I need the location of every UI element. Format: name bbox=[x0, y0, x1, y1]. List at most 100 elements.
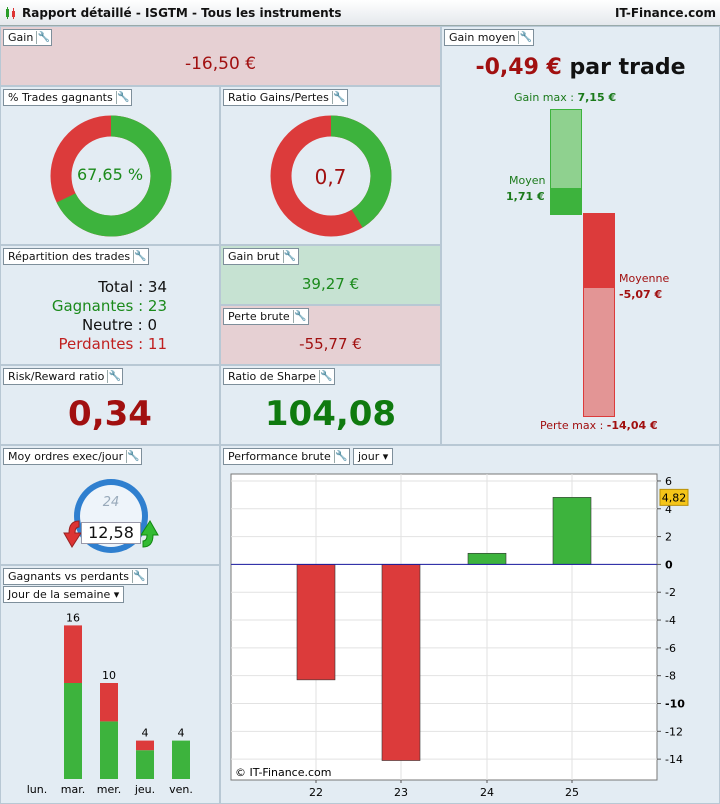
gain-moyen-value-line: -0,49 € par trade bbox=[442, 55, 719, 80]
ratio-gp-value: 0,7 bbox=[314, 165, 347, 189]
weekday-day-label: ven. bbox=[169, 783, 193, 796]
wrench-icon[interactable]: 🔧 bbox=[36, 31, 51, 44]
perte-brute-panel: Perte brute 🔧 -55,77 € bbox=[220, 305, 441, 365]
wrench-icon[interactable]: 🔧 bbox=[115, 91, 130, 104]
wrench-icon[interactable]: 🔧 bbox=[518, 31, 533, 44]
donut-gain-arc bbox=[270, 115, 392, 237]
y-tick-label: 6 bbox=[665, 475, 672, 488]
chevron-down-icon: ▾ bbox=[113, 588, 120, 601]
trades-gagnants-panel: % Trades gagnants 🔧 67,65 % bbox=[0, 86, 220, 245]
y-tick-label: -10 bbox=[665, 698, 685, 711]
gain-moyen-value: -0,49 € bbox=[475, 55, 562, 80]
weekday-day-label: lun. bbox=[27, 783, 48, 796]
weekday-win-bar bbox=[172, 740, 190, 779]
risk-reward-header[interactable]: Risk/Reward ratio 🔧 bbox=[3, 368, 124, 385]
sharpe-header[interactable]: Ratio de Sharpe 🔧 bbox=[223, 368, 335, 385]
moy-ordres-value: 12,58 bbox=[81, 522, 141, 544]
copyright-label: © IT-Finance.com bbox=[235, 766, 332, 779]
sharpe-value: 104,08 bbox=[264, 394, 397, 434]
weekday-bar-chart: lun. 16 mar. 10 mer. 4 jeu. 4 ven. bbox=[27, 611, 193, 796]
y-tick-label: -4 bbox=[665, 614, 676, 627]
gagnants-perdants-header[interactable]: Gagnants vs perdants 🔧 bbox=[3, 568, 149, 585]
wrench-icon[interactable]: 🔧 bbox=[292, 310, 307, 323]
weekday-dropdown-value: Jour de la semaine bbox=[8, 588, 111, 601]
gain-label: Gain bbox=[8, 31, 34, 44]
weekday-loss-bar bbox=[136, 740, 154, 751]
wrench-icon[interactable]: 🔧 bbox=[107, 370, 122, 383]
current-value-label: 4,82 bbox=[662, 491, 687, 504]
sharpe-label: Ratio de Sharpe bbox=[228, 370, 316, 383]
repartition-panel: Répartition des trades 🔧 Total : 34 Gagna… bbox=[0, 245, 220, 365]
gain-header[interactable]: Gain 🔧 bbox=[3, 29, 53, 46]
moy-ordres-header[interactable]: Moy ordres exec/jour 🔧 bbox=[3, 448, 143, 465]
repartition-label: Répartition des trades bbox=[8, 250, 131, 263]
wrench-icon[interactable]: 🔧 bbox=[331, 91, 346, 104]
weekday-dropdown[interactable]: Jour de la semaine ▾ bbox=[3, 586, 125, 603]
wrench-icon[interactable]: 🔧 bbox=[318, 370, 333, 383]
weekday-day-label: mer. bbox=[97, 783, 122, 796]
gain-brut-header[interactable]: Gain brut 🔧 bbox=[223, 248, 299, 265]
y-tick-label: -14 bbox=[665, 753, 683, 766]
moyenne-label: Moyenne bbox=[619, 272, 670, 285]
gain-moyen-panel: Gain moyen 🔧 -0,49 € par trade Gain max :… bbox=[441, 26, 720, 445]
performance-bar bbox=[381, 564, 421, 761]
wrench-icon[interactable]: 🔧 bbox=[333, 450, 348, 463]
gain-moyen-suffix: par trade bbox=[569, 55, 686, 80]
repartition-header[interactable]: Répartition des trades 🔧 bbox=[3, 248, 150, 265]
moyenne-value: -5,07 € bbox=[619, 288, 663, 301]
chevron-down-icon: ▾ bbox=[382, 450, 389, 463]
gagnantes-line: Gagnantes : 23 bbox=[51, 297, 167, 315]
performance-panel: Performance brute 🔧 jour ▾ 6 4 2 0 -2 -4 -6 -8 -1… bbox=[220, 445, 720, 804]
y-tick-label: 0 bbox=[665, 558, 673, 571]
plot-area bbox=[230, 473, 658, 781]
gagnants-perdants-label: Gagnants vs perdants bbox=[8, 570, 130, 583]
y-tick-label: -8 bbox=[665, 670, 676, 683]
ratio-gp-header[interactable]: Ratio Gains/Pertes 🔧 bbox=[223, 89, 348, 106]
period-dropdown[interactable]: jour ▾ bbox=[353, 448, 394, 465]
wrench-icon[interactable]: 🔧 bbox=[133, 250, 147, 263]
moyen-value: 1,71 € bbox=[506, 190, 545, 203]
weekday-win-bar bbox=[136, 750, 154, 779]
weekday-total-label: 4 bbox=[178, 727, 185, 740]
gain-moyen-header[interactable]: Gain moyen 🔧 bbox=[444, 29, 535, 46]
perte-brute-header[interactable]: Perte brute 🔧 bbox=[223, 308, 309, 325]
period-dropdown-value: jour bbox=[358, 450, 380, 463]
window-titlebar: Rapport détaillé - ISGTM - Tous les inst… bbox=[0, 0, 720, 26]
perte-brute-label: Perte brute bbox=[228, 310, 290, 323]
risk-reward-panel: Risk/Reward ratio 🔧 0,34 bbox=[0, 365, 220, 445]
sharpe-panel: Ratio de Sharpe 🔧 104,08 bbox=[220, 365, 441, 445]
trades-gagnants-header[interactable]: % Trades gagnants 🔧 bbox=[3, 89, 132, 106]
weekday-win-bar bbox=[64, 683, 82, 779]
x-tick-label: 22 bbox=[309, 786, 323, 799]
trades-gagnants-value: 67,65 % bbox=[76, 165, 144, 184]
wrench-icon[interactable]: 🔧 bbox=[126, 450, 140, 463]
weekday-total-label: 16 bbox=[66, 611, 80, 624]
risk-reward-value: 0,34 bbox=[68, 394, 152, 434]
perdantes-line: Perdantes : 11 bbox=[58, 335, 167, 353]
ratio-gp-label: Ratio Gains/Pertes bbox=[228, 91, 329, 104]
clock-24-label: 24 bbox=[103, 495, 120, 510]
x-tick-label: 24 bbox=[480, 786, 494, 799]
loss-max-bar bbox=[583, 287, 615, 417]
y-tick-label: -6 bbox=[665, 642, 676, 655]
moyen-label: Moyen bbox=[509, 174, 546, 187]
weekday-day-label: jeu. bbox=[134, 783, 155, 796]
gagnants-perdants-panel: Gagnants vs perdants 🔧 Jour de la semaine… bbox=[0, 565, 220, 804]
total-line: Total : 34 bbox=[98, 278, 167, 296]
neutre-line: Neutre : 0 bbox=[81, 316, 157, 334]
performance-bar bbox=[552, 497, 592, 565]
wrench-icon[interactable]: 🔧 bbox=[132, 570, 146, 583]
wrench-icon[interactable]: 🔧 bbox=[282, 250, 297, 263]
y-tick-label: 4 bbox=[665, 503, 672, 516]
performance-header[interactable]: Performance brute 🔧 bbox=[223, 448, 350, 465]
gain-panel: Gain 🔧 -16,50 € bbox=[0, 26, 441, 86]
loss-avg-bar bbox=[583, 213, 615, 287]
current-value-badge bbox=[659, 488, 689, 506]
weekday-total-label: 4 bbox=[142, 727, 149, 740]
trades-gagnants-label: % Trades gagnants bbox=[8, 91, 113, 104]
weekday-loss-bar bbox=[100, 683, 118, 722]
gain-value: -16,50 € bbox=[184, 54, 257, 74]
gain-brut-label: Gain brut bbox=[228, 250, 280, 263]
arrow-up-icon bbox=[140, 520, 159, 548]
performance-chart: 6 4 2 0 -2 -4 -6 -8 -10 -12 -14 22 23 24 25 4,82 © IT-Fi… bbox=[230, 473, 689, 799]
